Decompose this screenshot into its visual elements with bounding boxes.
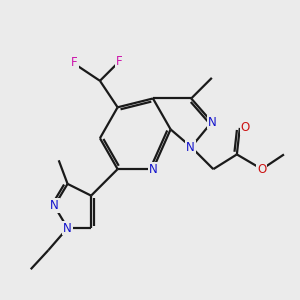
Text: N: N [208, 116, 217, 128]
Text: N: N [50, 200, 59, 212]
Text: N: N [186, 141, 195, 154]
Text: F: F [116, 55, 123, 68]
Text: O: O [257, 163, 266, 176]
Text: N: N [63, 221, 72, 235]
Text: F: F [71, 56, 78, 69]
Text: O: O [241, 122, 250, 134]
Text: N: N [149, 163, 158, 176]
